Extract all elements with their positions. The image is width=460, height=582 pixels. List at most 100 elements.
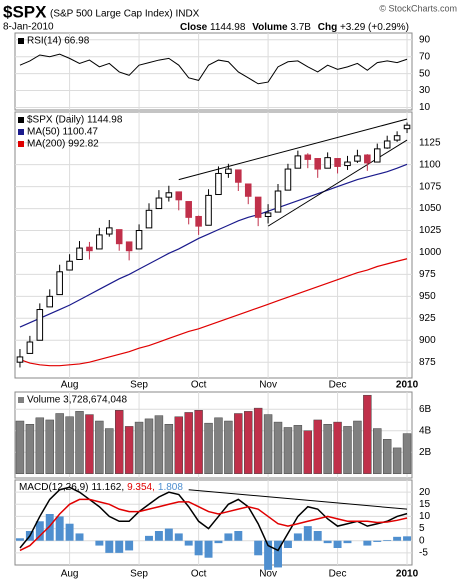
- volume-bar: [353, 420, 362, 474]
- candle-body: [364, 154, 371, 164]
- candle-body: [344, 161, 351, 167]
- candle-body: [96, 234, 103, 250]
- volume-bar: [214, 417, 223, 474]
- volume-bar: [263, 414, 273, 474]
- stats: Close 1144.98 Volume 3.7B Chg +3.29 (+0.…: [180, 22, 409, 33]
- stat-value: 3.7B: [290, 22, 311, 33]
- volume-bar: [184, 412, 193, 474]
- y-tick-label: 2B: [419, 447, 432, 458]
- x-tick-label: Sep: [130, 569, 148, 580]
- y-tick-label: -5: [419, 547, 428, 558]
- histogram-bar: [35, 521, 44, 541]
- volume-bar: [253, 407, 263, 474]
- candle-body: [135, 230, 143, 250]
- y-tick-label: 1050: [419, 203, 442, 214]
- candle-body: [324, 157, 331, 169]
- histogram-bar: [274, 540, 282, 568]
- x-tick-label: Oct: [191, 569, 207, 580]
- trendline: [178, 118, 408, 181]
- volume-bar: [204, 422, 213, 474]
- candle-body: [86, 246, 93, 252]
- volume-bar: [333, 421, 342, 474]
- legend: MACD(12,26,9) 11.162, 9.354, 1.808: [19, 482, 183, 493]
- line: [19, 258, 408, 367]
- panel: [14, 111, 413, 379]
- y-tick-label: 10: [419, 511, 431, 522]
- y-tick-label: 15: [419, 499, 431, 510]
- candle-body: [185, 201, 192, 218]
- copyright: © StockCharts.com: [379, 3, 457, 13]
- histogram-bar: [234, 531, 243, 541]
- y-tick-label: 1025: [419, 225, 442, 236]
- candle-body: [115, 229, 123, 245]
- volume-bar: [164, 424, 174, 474]
- y-tick-label: 925: [419, 313, 436, 324]
- volume-bar: [85, 414, 94, 474]
- y-tick-label: 1125: [419, 137, 441, 148]
- volume-bar: [382, 439, 392, 474]
- legend-swatch: [18, 38, 24, 44]
- y-tick-label: 5: [419, 523, 425, 534]
- histogram-bar: [224, 533, 233, 541]
- candle-body: [205, 194, 212, 226]
- y-tick-label: 6B: [419, 404, 432, 415]
- histogram-bar: [174, 533, 183, 541]
- x-tick-label: Nov: [259, 569, 277, 580]
- volume-bar: [194, 410, 203, 474]
- legend-swatch: [18, 397, 24, 403]
- candle-body: [383, 140, 391, 149]
- date: 8-Jan-2010: [3, 22, 54, 33]
- candle-body: [393, 135, 401, 141]
- histogram-bar: [95, 540, 104, 546]
- histogram-bar: [343, 540, 352, 544]
- y-tick-label: 950: [419, 291, 436, 302]
- volume-bar: [55, 413, 64, 474]
- candle-body: [145, 209, 153, 229]
- candle-body: [56, 271, 63, 296]
- volume-bar: [234, 413, 243, 474]
- legend-entry: 1.808: [158, 482, 183, 493]
- histogram-bar: [154, 531, 163, 541]
- trendline: [188, 489, 408, 510]
- candle-body: [175, 191, 183, 201]
- candle-body: [284, 168, 292, 191]
- volume-bar: [45, 419, 54, 474]
- histogram-bar: [65, 523, 74, 541]
- candle-body: [334, 158, 341, 167]
- histogram-bar: [264, 540, 273, 570]
- candle-body: [195, 215, 202, 227]
- legend-entry: MA(50) 1100.47: [27, 127, 98, 138]
- x-tick-label: 2010: [396, 380, 419, 391]
- stat-label: Close: [180, 22, 208, 33]
- candle-body: [225, 168, 232, 174]
- candle-body: [294, 155, 302, 169]
- candle-body: [264, 212, 272, 217]
- candle-body: [215, 172, 222, 196]
- candle-body: [373, 148, 381, 163]
- histogram-bar: [45, 514, 54, 541]
- volume-bar: [343, 426, 352, 474]
- legend-entry: RSI(14) 66.98: [27, 36, 90, 47]
- volume-bar: [313, 419, 322, 474]
- volume-bar: [273, 421, 283, 474]
- histogram-bar: [373, 540, 382, 542]
- x-tick-label: Aug: [61, 380, 79, 391]
- legend-swatch: [18, 129, 24, 135]
- volume-bar: [124, 426, 134, 474]
- candle-body: [403, 124, 411, 130]
- legend-entry: 9.354,: [127, 482, 155, 493]
- histogram-bar: [333, 540, 342, 548]
- candle-body: [274, 190, 282, 213]
- line: [19, 498, 408, 552]
- histogram-bar: [164, 528, 173, 541]
- histogram-bar: [184, 540, 193, 546]
- y-tick-label: 1000: [419, 247, 442, 258]
- legend-entry: $SPX (Daily) 1144.98: [27, 115, 123, 126]
- histogram-bar: [403, 536, 412, 541]
- volume-bar: [95, 420, 104, 474]
- y-tick-label: 875: [419, 357, 436, 368]
- stat-value: +3.29 (+0.29%): [340, 22, 409, 33]
- x-tick-label: Dec: [329, 569, 347, 580]
- volume-bar: [35, 417, 45, 474]
- legend-entry: Volume 3,728,674,048: [27, 395, 128, 406]
